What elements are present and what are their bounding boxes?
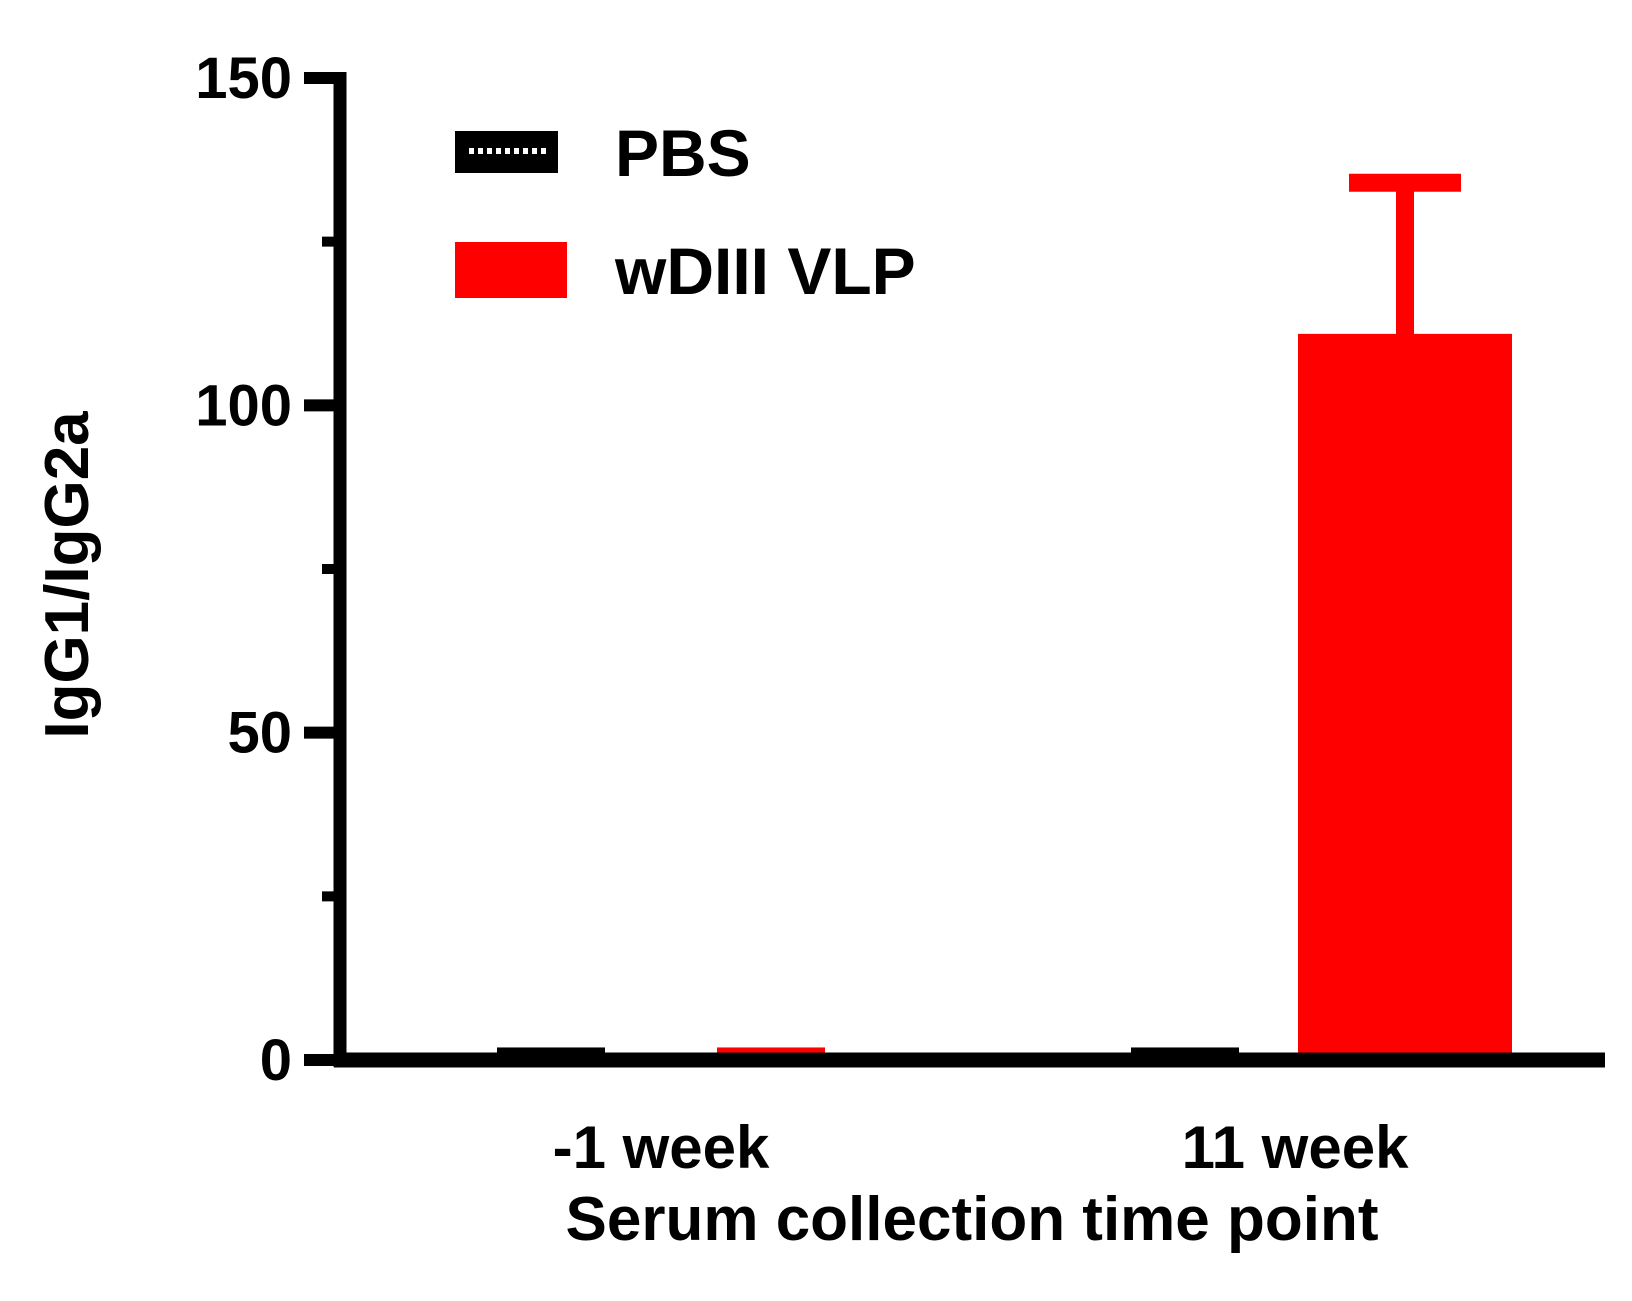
legend-swatch-texture <box>523 148 528 154</box>
error-bars-group <box>1349 173 1461 340</box>
y-tick-label: 50 <box>227 701 292 766</box>
legend-swatch-texture <box>496 148 501 154</box>
legend-swatch-texture <box>487 148 492 154</box>
y-tick-label: 100 <box>195 373 292 438</box>
y-tick-label: 150 <box>195 46 292 111</box>
bars-group <box>497 333 1512 1066</box>
y-tick-label: 0 <box>260 1028 292 1093</box>
x-tick-label: -1 week <box>553 1114 770 1181</box>
x-axis-title: Serum collection time point <box>566 1185 1379 1254</box>
legend: PBS wDIII VLP <box>455 116 916 308</box>
legend-swatch-texture <box>532 148 537 154</box>
legend-swatch-wdiii-vlp <box>455 242 567 298</box>
legend-swatch-texture <box>514 148 519 154</box>
x-tick-label: 11 week <box>1182 1114 1410 1181</box>
bar-wdiii-vlp-1 <box>1298 333 1512 1066</box>
legend-label: wDIII VLP <box>614 234 916 308</box>
y-ticks-group: 0 50 100 150 <box>195 46 340 1093</box>
x-tick-labels-group: -1 week 11 week <box>553 1114 1409 1181</box>
legend-swatch-texture <box>478 148 483 154</box>
legend-swatch-texture <box>505 148 510 154</box>
legend-label: PBS <box>615 116 751 190</box>
y-axis-title: IgG1/IgG2a <box>33 411 102 739</box>
legend-swatch-texture <box>469 148 474 154</box>
legend-swatch-texture <box>541 148 546 154</box>
